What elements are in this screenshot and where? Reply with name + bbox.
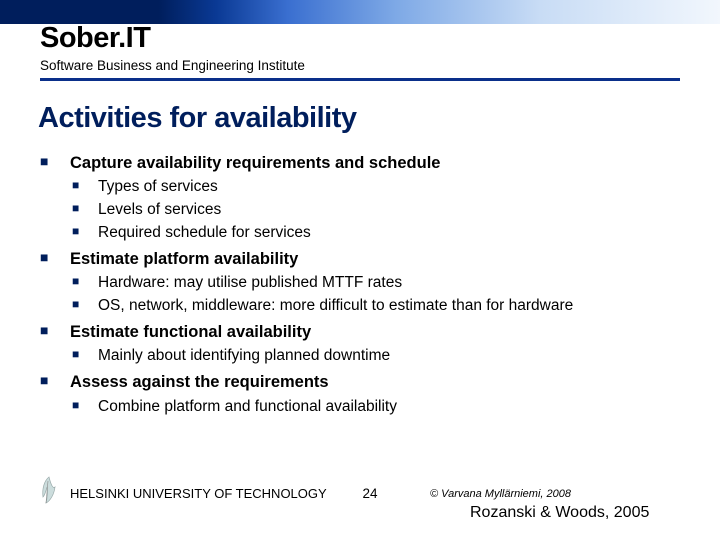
bullet-list-level2: Types of services Levels of services Req… [70,177,680,244]
bullet-list-level2: Mainly about identifying planned downtim… [70,346,680,367]
list-subitem-text: Combine platform and functional availabi… [98,398,397,415]
list-subitem: OS, network, middleware: more difficult … [70,296,680,317]
brand-title: Sober.IT [40,22,150,55]
list-subitem: Mainly about identifying planned downtim… [70,346,680,367]
brand-subtitle: Software Business and Engineering Instit… [40,58,305,73]
bullet-list-level1: Capture availability requirements and sc… [40,152,680,418]
list-subitem-text: Mainly about identifying planned downtim… [98,347,390,364]
slide-title: Activities for availability [38,102,357,135]
list-item-heading: Capture availability requirements and sc… [70,152,680,174]
slide-body: Capture availability requirements and sc… [40,152,680,422]
page-number: 24 [355,486,385,501]
list-subitem-text: Hardware: may utilise published MTTF rat… [98,274,402,291]
list-subitem-text: Levels of services [98,201,221,218]
list-subitem: Types of services [70,177,680,198]
bullet-list-level2: Combine platform and functional availabi… [70,397,680,418]
list-subitem: Levels of services [70,200,680,221]
list-subitem: Required schedule for services [70,223,680,244]
list-item-heading: Estimate platform availability [70,248,680,270]
list-subitem: Hardware: may utilise published MTTF rat… [70,273,680,294]
citation-text: Rozanski & Woods, 2005 [470,504,649,522]
list-subitem-text: OS, network, middleware: more difficult … [98,297,573,314]
list-item: Capture availability requirements and sc… [40,152,680,244]
list-subitem: Combine platform and functional availabi… [70,397,680,418]
list-item: Estimate platform availability Hardware:… [40,248,680,317]
feather-logo-icon [38,475,60,505]
list-item-heading: Assess against the requirements [70,371,680,393]
list-item-heading: Estimate functional availability [70,321,680,343]
header-gradient-strip [0,0,720,24]
list-item: Estimate functional availability Mainly … [40,321,680,367]
university-name: HELSINKI UNIVERSITY OF TECHNOLOGY [70,486,327,501]
slide: Sober.IT Software Business and Engineeri… [0,0,720,540]
footer: HELSINKI UNIVERSITY OF TECHNOLOGY 24 © V… [0,480,720,530]
copyright-text: © Varvana Myllärniemi, 2008 [430,488,571,500]
list-subitem-text: Types of services [98,178,218,195]
header: Sober.IT Software Business and Engineeri… [0,0,720,90]
bullet-list-level2: Hardware: may utilise published MTTF rat… [70,273,680,317]
list-item: Assess against the requirements Combine … [40,371,680,417]
header-underline [40,78,680,81]
list-subitem-text: Required schedule for services [98,224,311,241]
